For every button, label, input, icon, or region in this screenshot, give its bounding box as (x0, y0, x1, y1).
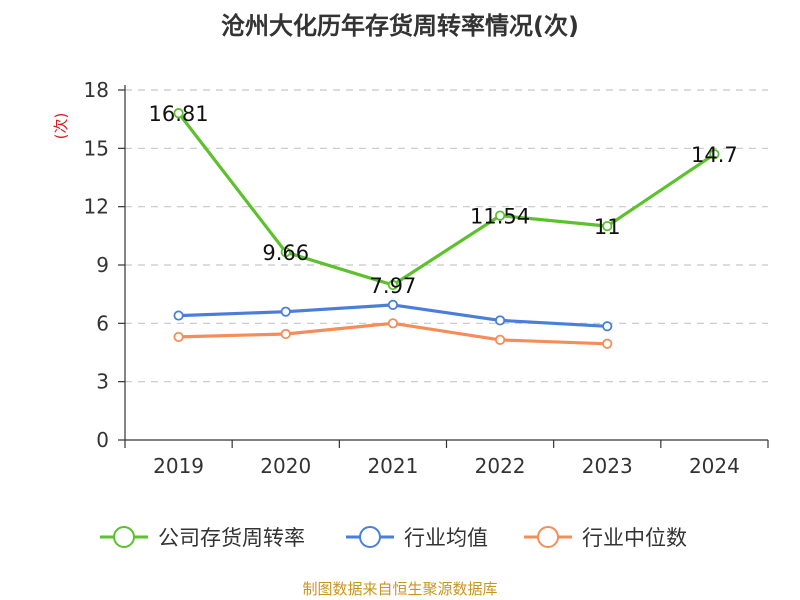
x-tick-label: 2022 (475, 454, 526, 478)
data-point (602, 338, 613, 349)
data-point (709, 149, 720, 160)
y-tick-label: 0 (96, 428, 109, 452)
data-point (602, 221, 613, 232)
legend-label: 行业中位数 (582, 526, 687, 550)
x-tick-label: 2021 (367, 454, 418, 478)
y-tick-label: 9 (96, 253, 109, 277)
legend-marker (359, 526, 381, 548)
data-label: 11.54 (470, 205, 530, 229)
legend-label: 行业均值 (404, 526, 488, 550)
data-point (173, 108, 184, 119)
axes: 0 3 6 9 12 15 18 2019 2020 2021 2022 2023 2024 (次) (52, 78, 769, 478)
legend[interactable]: 公司存货周转率 行业均值 行业中位数 (100, 526, 687, 550)
x-tick-label: 2024 (689, 454, 740, 478)
data-point (173, 310, 184, 321)
x-tick-label: 2020 (260, 454, 311, 478)
data-point (494, 210, 506, 221)
grid-lines (125, 89, 768, 383)
series-line-0 (177, 112, 716, 287)
y-tick-label: 6 (96, 311, 109, 335)
legend-item-2[interactable]: 行业中位数 (524, 526, 687, 550)
legend-item-1[interactable]: 行业均值 (346, 526, 488, 550)
data-labels: 16.81 9.66 7.97 11.54 11 14.7 (149, 102, 738, 298)
data-point (387, 279, 399, 291)
chart-title: 沧州大化历年存货周转率情况(次) (221, 12, 579, 40)
data-point (280, 328, 291, 340)
data-point (280, 306, 291, 317)
legend-marker (113, 526, 135, 548)
series-lines (173, 108, 720, 349)
y-axis-label: (次) (52, 113, 70, 140)
data-label: 14.7 (691, 143, 738, 167)
legend-item-0[interactable]: 公司存货周转率 (100, 526, 305, 550)
data-label: 11 (594, 215, 621, 239)
data-label: 7.97 (370, 274, 417, 298)
legend-marker (537, 526, 559, 548)
legend-label: 公司存货周转率 (158, 526, 305, 550)
y-tick-label: 15 (84, 136, 109, 160)
x-tick-label: 2019 (153, 454, 204, 478)
data-point (602, 321, 613, 332)
data-point (494, 315, 506, 326)
data-label: 9.66 (262, 241, 309, 265)
data-label: 16.81 (149, 102, 209, 126)
x-tick-label: 2023 (582, 454, 633, 478)
data-point (494, 334, 506, 345)
y-tick-label: 12 (84, 195, 109, 219)
data-point (173, 331, 184, 343)
data-point (387, 299, 399, 310)
y-tick-label: 18 (84, 78, 109, 102)
data-point (280, 247, 291, 258)
source-note: 制图数据来自恒生聚源数据库 (302, 580, 498, 598)
data-point (387, 318, 399, 329)
y-tick-label: 3 (96, 370, 109, 394)
